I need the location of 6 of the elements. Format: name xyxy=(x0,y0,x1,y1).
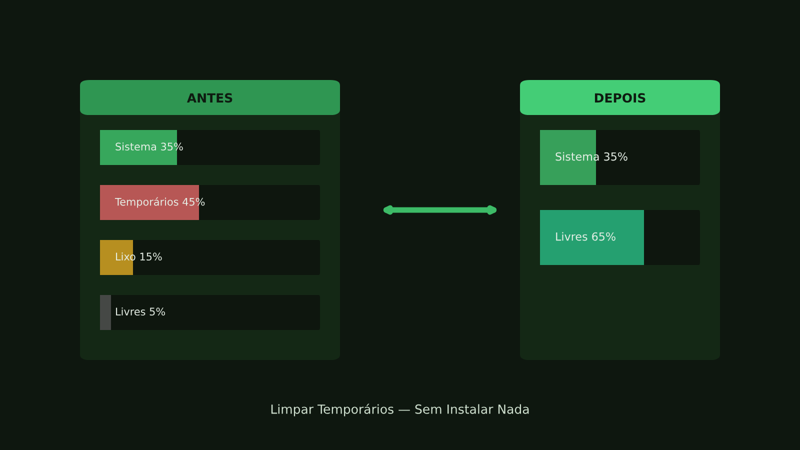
bar xyxy=(100,295,111,330)
data-label: Livres 5% xyxy=(116,307,166,316)
chart-title: ANTES xyxy=(186,93,232,103)
chart-title: DEPOIS xyxy=(594,93,646,103)
text: Limpar Temporários — Sem Instalar Nada xyxy=(271,404,529,416)
data-label: Livres 65% xyxy=(556,232,616,241)
